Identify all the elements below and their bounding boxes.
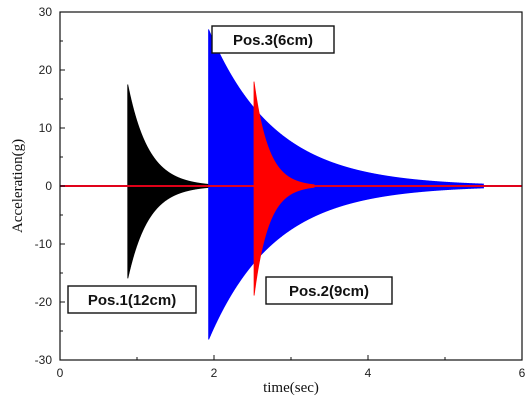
x-tick-label: 0 (57, 366, 64, 380)
annotation-box: Pos.2(9cm) (265, 276, 393, 305)
y-tick-label: -30 (35, 353, 53, 367)
x-tick-label: 4 (365, 366, 372, 380)
annotation-frame (67, 285, 197, 314)
x-tick-label: 2 (211, 366, 218, 380)
ticks-layer: 0 2 4 6 30 20 10 0 -10 -20 -30 (35, 5, 526, 380)
annotation-box: Pos.1(12cm) (67, 285, 197, 314)
annotation-label: Pos.1(12cm) (88, 292, 176, 309)
y-tick-label: 30 (39, 5, 53, 19)
y-tick-label: 20 (39, 63, 53, 77)
annotation-box: Pos.3(6cm) (211, 25, 335, 54)
series-line (60, 84, 522, 279)
x-tick-label: 6 (519, 366, 526, 380)
annotation-label: Pos.2(9cm) (289, 283, 369, 300)
series-layer (60, 29, 522, 340)
x-axis-title: time(sec) (263, 380, 319, 396)
annotations-layer: Pos.1(12cm) Pos.2(9cm) Pos.3(6cm) (67, 25, 393, 314)
y-tick-label: 10 (39, 121, 53, 135)
annotation-frame (265, 276, 393, 305)
annotation-label: Pos.3(6cm) (233, 32, 313, 49)
y-tick-label: 0 (45, 179, 52, 193)
series-1 (60, 81, 522, 296)
annotation-frame (211, 25, 335, 54)
y-axis-title: Acceleration(g) (10, 139, 26, 233)
y-tick-label: -20 (35, 295, 53, 309)
y-tick-label: -10 (35, 237, 53, 251)
